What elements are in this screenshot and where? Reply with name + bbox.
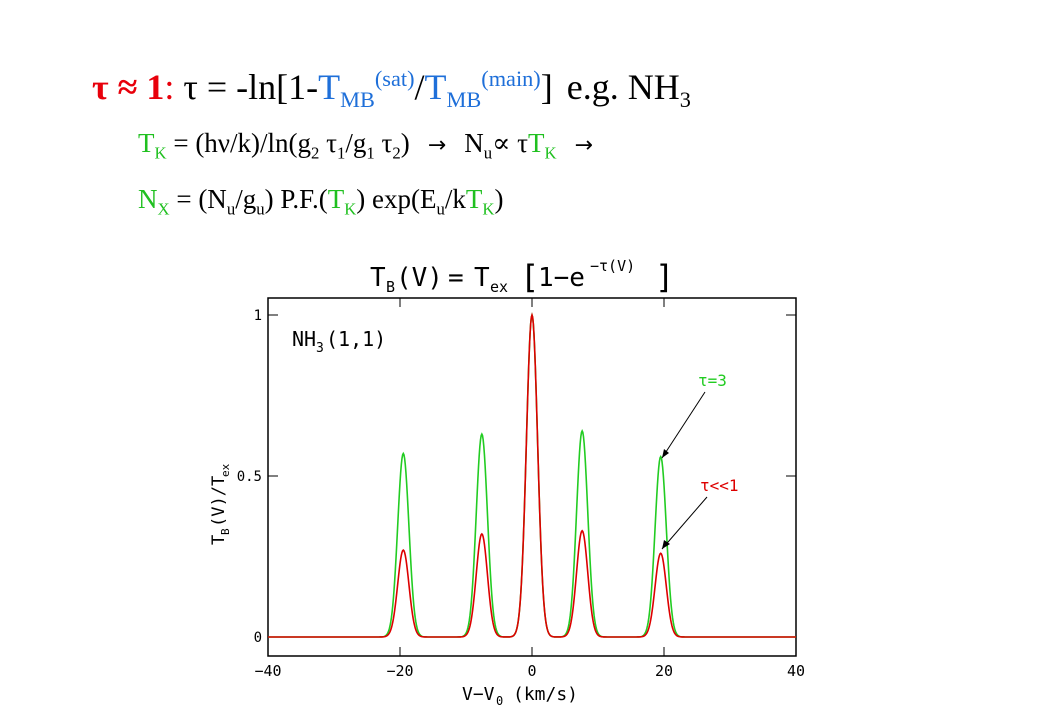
y-tick-label: 1 [254,308,262,324]
colon: : [164,67,175,107]
svg-text:1−e: 1−e [538,263,585,293]
equation-line-1: τ ≈ 1: τ = -ln[1-TMB(sat)/TMB(main)] e.g.… [92,66,691,113]
x-axis-label: V−V 0 (km/s) [462,684,578,708]
nu-symbol: Nu [464,128,493,163]
x-ticks: −40 −20 0 20 40 [254,298,805,680]
x-tick-label: 20 [655,662,673,680]
proportional-tau: ∝ τ [492,128,528,158]
series-lines [268,312,796,638]
svg-text:B: B [219,528,232,535]
y-axis-label: T B (V)/T ex [209,463,232,545]
svg-text:(V)/T: (V)/T [209,476,229,527]
legend-tau3-label: τ=3 [698,371,727,390]
tk-symbol-2: TK [527,128,557,163]
y-tick-label: 0 [254,630,262,646]
svg-text:0: 0 [496,694,503,708]
arrow-right-icon: → [427,133,447,158]
arrow-right-icon: → [574,133,593,158]
svg-text:3: 3 [316,341,324,356]
tau-expr: τ = -ln[1- [174,67,319,107]
legend-tau-small: τ<<1 [661,476,739,550]
equation-line-2: TK = (hν/k)/ln(g2 τ1/g1 τ2) → Nu∝ τTK → [138,128,611,163]
nx-symbol: NX [138,184,170,219]
tmb-main: TMB(main) [424,66,541,113]
svg-text:=: = [448,263,464,293]
equation-line-3: NX = (Nu/gu) P.F.(TK) exp(Eu/kTK) [138,184,504,219]
svg-text:]: ] [655,258,674,296]
svg-text:T: T [209,535,229,545]
chart-title: T B (V) = T ex [ 1−e −τ(V) ] [370,257,674,296]
slash: / [414,67,425,107]
example-nh3: e.g. NH3 [566,67,691,113]
svg-text:ex: ex [490,278,508,296]
x-tick-label: −40 [254,662,281,680]
x-tick-label: 40 [787,662,805,680]
legend-tau-small-label: τ<<1 [700,476,739,495]
svg-text:(km/s): (km/s) [513,684,578,705]
tk-expr-a: = (hν/k)/ln(g [166,128,312,158]
tk-symbol-4: TK [465,184,495,219]
svg-text:T: T [474,263,490,293]
tk-symbol: TK [138,128,167,163]
svg-text:−τ(V): −τ(V) [590,257,635,275]
svg-text:NH: NH [292,327,316,351]
legend-tau3: τ=3 [661,371,727,459]
series-line [268,312,796,638]
svg-text:(1,1): (1,1) [326,327,386,351]
svg-text:[: [ [520,258,539,296]
svg-text:ex: ex [219,463,232,477]
tk-symbol-3: TK [327,184,357,219]
x-tick-label: −20 [386,662,413,680]
tau-approx-label: τ ≈ 1 [92,67,165,107]
svg-text:T: T [370,263,386,293]
y-tick-label: 0.5 [237,469,262,485]
tmb-sat: TMB(sat) [318,66,415,113]
svg-text:V−V: V−V [462,684,495,705]
svg-text:B: B [386,278,395,296]
x-tick-label: 0 [527,662,536,680]
svg-text:(V): (V) [396,263,443,293]
molecule-annotation: NH 3 (1,1) [292,327,386,356]
bracket-close: ] [540,67,553,107]
